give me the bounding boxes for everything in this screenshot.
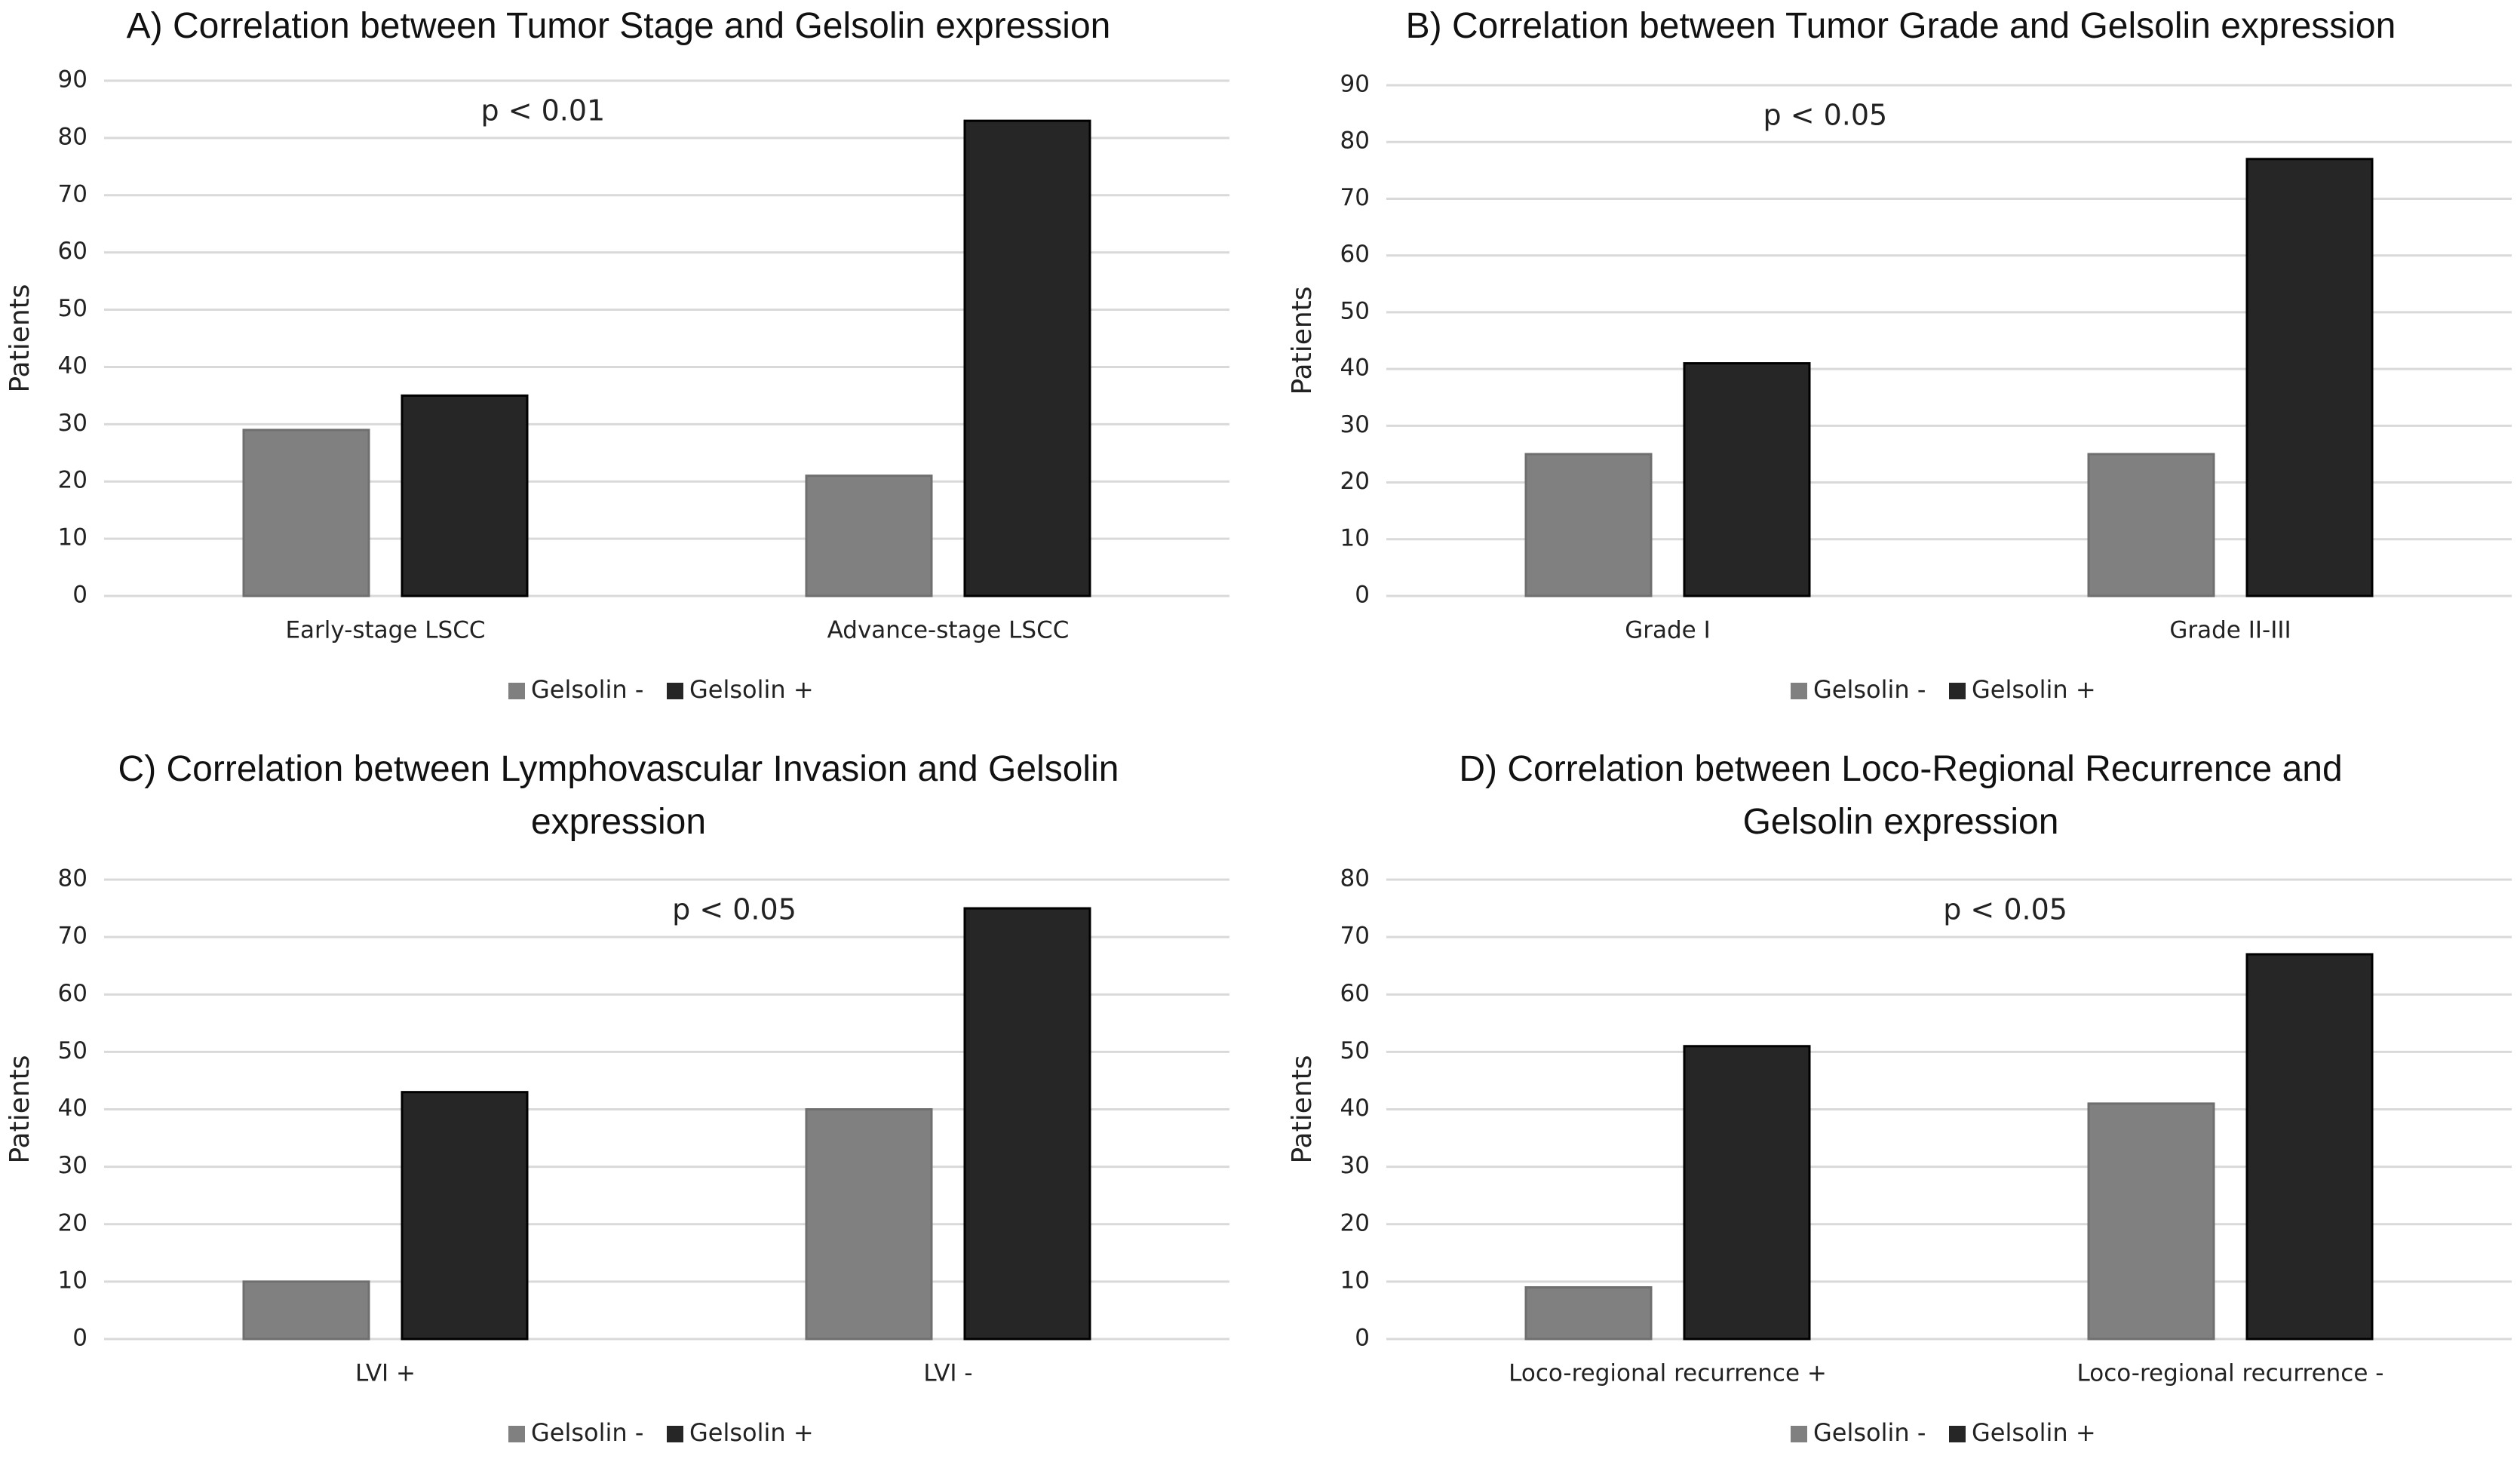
y-tick-label: 10 xyxy=(1340,524,1370,551)
y-tick-label: 80 xyxy=(1340,127,1370,155)
y-tick-label: 30 xyxy=(1340,1152,1370,1179)
y-tick-label: 60 xyxy=(1340,980,1370,1007)
bar xyxy=(2245,158,2374,597)
y-tick-label: 0 xyxy=(1355,582,1370,609)
y-tick-label: 20 xyxy=(1340,468,1370,495)
y-axis-label: Patients xyxy=(5,284,35,392)
bar xyxy=(963,907,1091,1341)
legend-swatch xyxy=(667,1426,683,1442)
legend-swatch xyxy=(508,1426,525,1442)
legend-swatch xyxy=(1791,683,1807,699)
y-tick-label: 70 xyxy=(1340,184,1370,211)
y-tick-label: 10 xyxy=(58,524,87,551)
y-tick-label: 60 xyxy=(1340,241,1370,268)
legend-swatch xyxy=(1949,683,1966,699)
bar xyxy=(1683,1045,1811,1341)
x-tick-label: LVI + xyxy=(355,1360,416,1387)
y-axis-label: Patients xyxy=(1287,286,1318,395)
y-tick-label: 10 xyxy=(58,1267,87,1294)
chart: 0 10 20 30 40 50 60 70 80 90 Patients p < 0.05 Grade… xyxy=(1287,71,2512,704)
chart-panel: 0 10 20 30 40 50 60 70 80 Patients p < 0.05 LVI + LV… xyxy=(0,743,1237,1460)
bar xyxy=(401,1091,529,1341)
annotation: p < 0.05 xyxy=(672,893,797,926)
y-tick-label: 90 xyxy=(1340,71,1370,98)
annotation: p < 0.05 xyxy=(1763,99,1888,132)
y-tick-label: 40 xyxy=(58,352,87,379)
bar xyxy=(963,119,1091,597)
chart: 0 10 20 30 40 50 60 70 80 90 Patients p < 0.01 Early… xyxy=(5,66,1229,704)
legend-label: Gelsolin + xyxy=(689,675,814,704)
y-tick-label: 80 xyxy=(58,123,87,150)
y-tick-label: 0 xyxy=(1355,1325,1370,1352)
legend-swatch xyxy=(1791,1426,1807,1442)
y-tick-label: 10 xyxy=(1340,1267,1370,1294)
y-tick-label: 80 xyxy=(1340,865,1370,892)
legend-label: Gelsolin + xyxy=(689,1418,814,1447)
y-tick-label: 50 xyxy=(1340,297,1370,324)
chart-panel: 0 10 20 30 40 50 60 70 80 90 Patients p < 0.01 Early… xyxy=(0,0,1237,717)
bar xyxy=(1524,1285,1653,1341)
chart-title: A) Correlation between Tumor Stage and G… xyxy=(126,6,1111,46)
bar xyxy=(401,394,529,597)
legend-label: Gelsolin - xyxy=(1813,1418,1926,1447)
y-axis-label: Patients xyxy=(1287,1055,1318,1163)
bar xyxy=(2087,453,2215,597)
bar xyxy=(805,1108,933,1341)
x-tick-label: Grade I xyxy=(1625,617,1711,644)
chart-panel: 0 10 20 30 40 50 60 70 80 Patients p < 0.05 Loco-re… xyxy=(1282,743,2519,1460)
chart-title: C) Correlation between Lymphovascular In… xyxy=(118,749,1119,842)
legend-swatch xyxy=(508,683,525,699)
x-tick-label: Loco-regional recurrence + xyxy=(1509,1360,1827,1387)
y-tick-label: 20 xyxy=(58,1209,87,1236)
chart-panel: 0 10 20 30 40 50 60 70 80 90 Patients p < 0.05 Grade… xyxy=(1282,0,2519,717)
y-tick-label: 0 xyxy=(72,582,87,609)
x-tick-label: Loco-regional recurrence - xyxy=(2077,1360,2384,1387)
y-tick-label: 50 xyxy=(1340,1037,1370,1064)
y-tick-label: 30 xyxy=(1340,411,1370,438)
legend-label: Gelsolin - xyxy=(531,1418,643,1447)
y-tick-label: 20 xyxy=(1340,1209,1370,1236)
bar xyxy=(2245,953,2374,1341)
y-tick-label: 30 xyxy=(58,410,87,437)
chart: 0 10 20 30 40 50 60 70 80 Patients p < 0.05 LVI + LV… xyxy=(5,865,1229,1447)
legend-label: Gelsolin - xyxy=(531,675,643,704)
x-tick-label: Advance-stage LSCC xyxy=(827,617,1070,644)
chart-title: D) Correlation between Loco-Regional Rec… xyxy=(1459,749,2343,842)
y-tick-label: 60 xyxy=(58,238,87,265)
y-tick-label: 40 xyxy=(1340,1095,1370,1122)
legend-label: Gelsolin - xyxy=(1813,675,1926,704)
legend-swatch xyxy=(1949,1426,1966,1442)
y-tick-label: 30 xyxy=(58,1152,87,1179)
x-tick-label: Grade II-III xyxy=(2169,617,2291,644)
y-tick-label: 70 xyxy=(58,923,87,950)
chart-title: B) Correlation between Tumor Grade and G… xyxy=(1405,6,2396,46)
y-tick-label: 70 xyxy=(1340,923,1370,950)
y-axis-label: Patients xyxy=(5,1055,35,1163)
legend-label: Gelsolin + xyxy=(1972,1418,2096,1447)
annotation: p < 0.05 xyxy=(1943,893,2067,926)
x-tick-label: Early-stage LSCC xyxy=(285,617,485,644)
bar xyxy=(242,428,370,597)
legend-swatch xyxy=(667,683,683,699)
chart: 0 10 20 30 40 50 60 70 80 Patients p < 0.05 Loco-re… xyxy=(1287,865,2512,1447)
y-tick-label: 0 xyxy=(72,1325,87,1352)
bar xyxy=(1524,453,1653,597)
y-tick-label: 40 xyxy=(58,1095,87,1122)
annotation: p < 0.01 xyxy=(481,94,606,127)
y-tick-label: 20 xyxy=(58,467,87,494)
bar xyxy=(242,1280,370,1341)
y-tick-label: 90 xyxy=(58,66,87,94)
y-tick-label: 70 xyxy=(58,180,87,207)
bar xyxy=(2087,1102,2215,1341)
y-tick-label: 40 xyxy=(1340,355,1370,382)
y-tick-label: 60 xyxy=(58,980,87,1007)
y-tick-label: 50 xyxy=(58,295,87,322)
x-tick-label: LVI - xyxy=(923,1360,972,1387)
bar xyxy=(805,475,933,597)
y-tick-label: 80 xyxy=(58,865,87,892)
y-tick-label: 50 xyxy=(58,1037,87,1064)
bar xyxy=(1683,362,1811,597)
legend-label: Gelsolin + xyxy=(1972,675,2096,704)
